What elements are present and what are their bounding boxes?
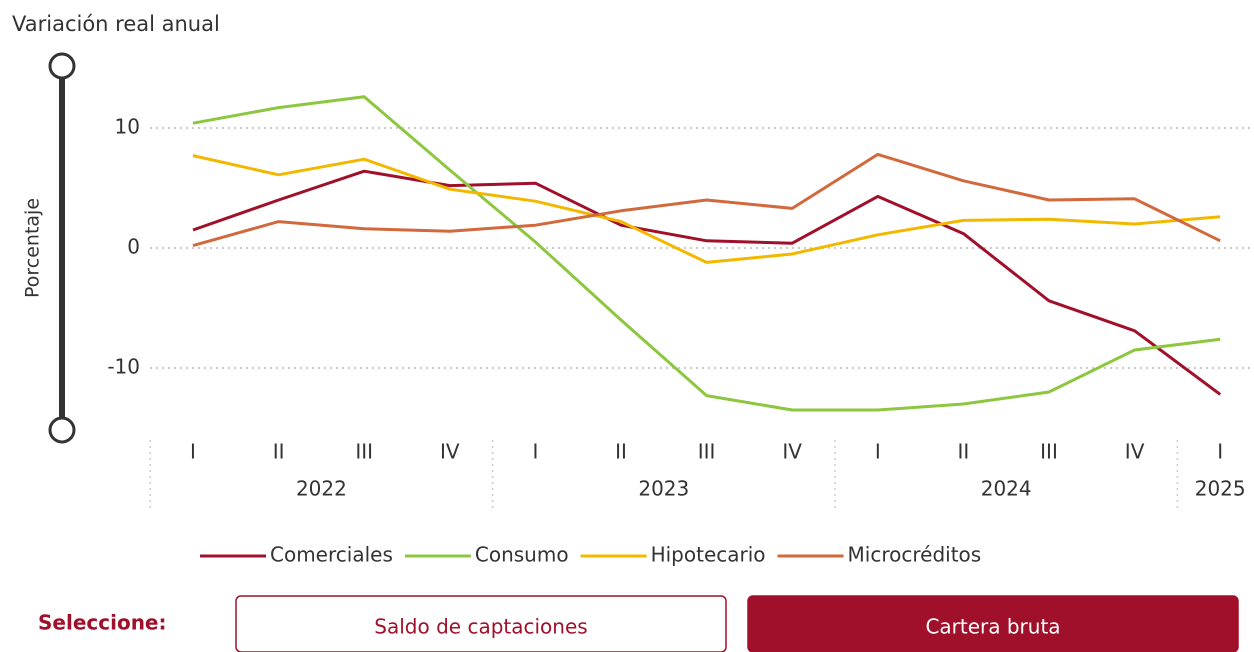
x-tick-label: I: [1217, 440, 1223, 464]
series-line: [192, 154, 1221, 264]
x-tick-label: IV: [440, 440, 460, 464]
x-tick-label: IV: [782, 440, 802, 464]
x-tick-label: II: [615, 440, 627, 464]
x-tick-label: III: [698, 440, 716, 464]
legend-label: Consumo: [475, 543, 569, 567]
x-tick-label: I: [532, 440, 538, 464]
legend-item: Comerciales: [200, 543, 393, 567]
y-tick-label: 0: [127, 235, 140, 259]
slider-handle[interactable]: [48, 416, 76, 444]
legend-label: Comerciales: [270, 543, 393, 567]
x-tick-label: III: [1040, 440, 1058, 464]
x-group-label: 2024: [981, 477, 1032, 501]
x-tick-label: IV: [1125, 440, 1145, 464]
range-slider[interactable]: [48, 52, 76, 444]
x-tick-label: II: [273, 440, 285, 464]
button-bg: [235, 595, 727, 652]
x-tick-label: I: [875, 440, 881, 464]
button-bg: [747, 595, 1239, 652]
x-group-label: 2025: [1195, 477, 1246, 501]
chart-title: Variación real anual: [12, 12, 220, 36]
legend-label: Hipotecario: [651, 543, 766, 567]
slider-handle[interactable]: [48, 52, 76, 80]
toggle-button[interactable]: Cartera bruta: [747, 595, 1239, 652]
legend-item: Hipotecario: [580, 543, 766, 567]
legend-item: Microcréditos: [777, 543, 982, 567]
x-tick-label: II: [958, 440, 970, 464]
y-tick-label: 10: [115, 115, 140, 139]
x-group-label: 2023: [638, 477, 689, 501]
x-tick-label: III: [355, 440, 373, 464]
x-group-label: 2022: [296, 477, 347, 501]
y-axis-label: Porcentaje: [22, 198, 44, 298]
button-label: Saldo de captaciones: [374, 615, 587, 639]
series-line: [192, 95, 1221, 412]
series-line: [192, 152, 1221, 248]
x-tick-label: I: [190, 440, 196, 464]
legend-label: Microcréditos: [848, 543, 982, 567]
y-tick-label: -10: [107, 355, 140, 379]
toggle-button[interactable]: Saldo de captaciones: [235, 595, 727, 652]
series-line: [192, 169, 1222, 396]
control-label: Seleccione:: [38, 611, 167, 635]
button-label: Cartera bruta: [925, 615, 1060, 639]
legend-item: Consumo: [404, 543, 569, 567]
